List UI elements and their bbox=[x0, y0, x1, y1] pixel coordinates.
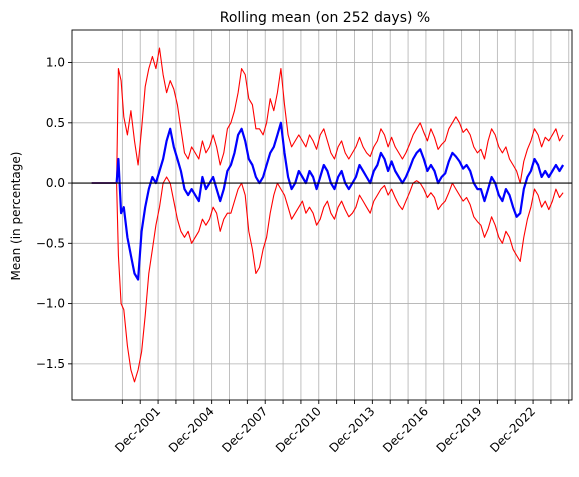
series-line-rolling-mean bbox=[115, 121, 565, 281]
y-tick-label: 0.5 bbox=[46, 116, 65, 130]
axes-frame bbox=[71, 29, 573, 401]
plot-area bbox=[72, 47, 572, 383]
y-axis-label: Mean (in percentage) bbox=[9, 152, 23, 281]
chart-title: Rolling mean (on 252 days) % bbox=[220, 10, 430, 26]
x-tick-label: Dec-2016 bbox=[380, 404, 431, 455]
series-line-upper-band bbox=[116, 47, 564, 184]
x-tick-label: Dec-2013 bbox=[327, 404, 378, 455]
x-tick-label: Dec-2010 bbox=[273, 404, 324, 455]
x-tick-label: Dec-2001 bbox=[112, 404, 163, 455]
y-tick-label: −0.5 bbox=[36, 236, 65, 250]
x-tick-label: Dec-2004 bbox=[166, 404, 217, 455]
y-tick-label: 0.0 bbox=[46, 176, 65, 190]
y-tick-label: −1.0 bbox=[36, 297, 65, 311]
x-tick-label: Dec-2007 bbox=[219, 404, 270, 455]
series-line-lower-band bbox=[116, 176, 564, 383]
x-tick-label: Dec-2022 bbox=[487, 404, 538, 455]
y-tick-label: −1.5 bbox=[36, 357, 65, 371]
y-tick-label: 1.0 bbox=[46, 56, 65, 70]
ticks-layer: Dec-2001 Dec-2004 Dec-2007 Dec-2010 Dec-2013… bbox=[36, 56, 570, 455]
x-tick-label: Dec-2019 bbox=[434, 404, 485, 455]
